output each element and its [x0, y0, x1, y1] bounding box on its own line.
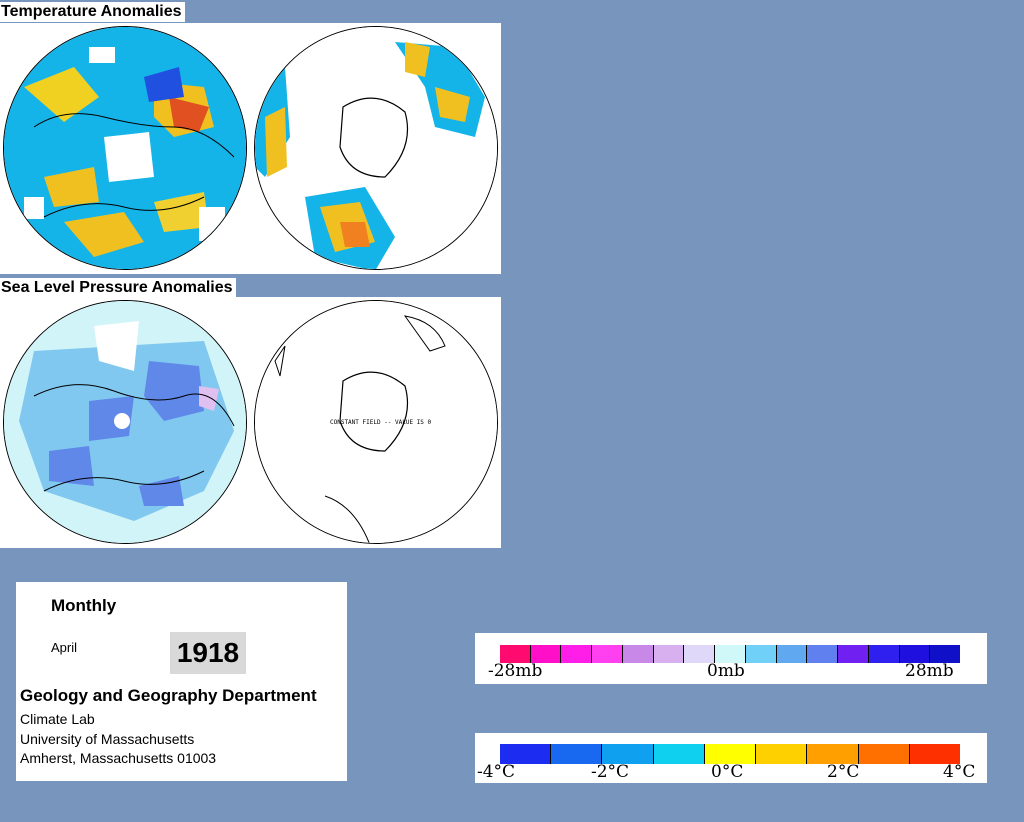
pressure-color-legend: -28mb 0mb 28mb	[475, 633, 987, 684]
lab-name: Climate Lab	[20, 711, 95, 727]
temperature-legend-swatch	[908, 744, 960, 764]
temperature-southern-hemisphere-map	[254, 26, 498, 270]
temperature-color-bar	[500, 744, 960, 764]
temperature-label-minus2: -2°C	[591, 762, 630, 782]
pressure-legend-swatch	[529, 645, 561, 663]
address-location: Amherst, Massachusetts 01003	[20, 750, 217, 766]
pressure-northern-hemisphere-map	[3, 300, 247, 544]
pressure-title: Sea Level Pressure Anomalies	[0, 278, 236, 298]
year-display: 1918	[170, 632, 246, 674]
pressure-legend-swatch	[560, 645, 592, 663]
constant-field-note: CONSTANT FIELD -- VALUE IS 0	[330, 419, 432, 426]
pressure-legend-swatch	[929, 645, 961, 663]
temperature-legend-swatch	[550, 744, 602, 764]
temperature-label-minus4: -4°C	[477, 762, 516, 782]
temperature-legend-swatch	[857, 744, 909, 764]
pressure-legend-swatch	[837, 645, 868, 663]
info-box: Monthly April 1918 Geology and Geography…	[16, 582, 347, 781]
pressure-legend-swatch	[744, 645, 776, 663]
temperature-label-plus4: 4°C	[943, 762, 976, 782]
temperature-legend-swatch	[652, 744, 704, 764]
temperature-panel	[0, 23, 501, 274]
temperature-legend-swatch	[806, 744, 858, 764]
pressure-legend-swatch	[500, 645, 530, 663]
university-name: University of Massachusetts	[20, 731, 195, 747]
temperature-northern-hemisphere-map	[3, 26, 247, 270]
pressure-legend-swatch	[683, 645, 715, 663]
temperature-color-legend: -4°C -2°C 0°C 2°C 4°C	[475, 733, 987, 783]
pressure-legend-swatch	[591, 645, 622, 663]
pressure-label-max: 28mb	[905, 661, 954, 681]
pressure-legend-swatch	[621, 645, 653, 663]
pressure-southern-hemisphere-map: CONSTANT FIELD -- VALUE IS 0	[254, 300, 498, 544]
pressure-color-bar	[500, 645, 961, 663]
pressure-legend-swatch	[775, 645, 807, 663]
pressure-label-min: -28mb	[488, 661, 543, 681]
pressure-legend-swatch	[714, 645, 745, 663]
pressure-legend-swatch	[806, 645, 838, 663]
pressure-panel: CONSTANT FIELD -- VALUE IS 0	[0, 297, 501, 548]
period-type: Monthly	[51, 596, 117, 615]
month-label: April	[51, 640, 78, 655]
pressure-legend-swatch	[652, 645, 684, 663]
temperature-title: Temperature Anomalies	[0, 2, 185, 22]
temperature-label-plus2: 2°C	[827, 762, 860, 782]
temperature-legend-swatch	[601, 744, 653, 764]
pressure-legend-swatch	[867, 645, 899, 663]
department-name: Geology and Geography Department	[20, 686, 317, 705]
temperature-legend-swatch	[703, 744, 756, 764]
temperature-label-zero: 0°C	[711, 762, 744, 782]
temperature-legend-swatch	[755, 744, 807, 764]
pressure-label-zero: 0mb	[707, 661, 745, 681]
temperature-legend-swatch	[500, 744, 551, 764]
pressure-legend-swatch	[898, 645, 930, 663]
